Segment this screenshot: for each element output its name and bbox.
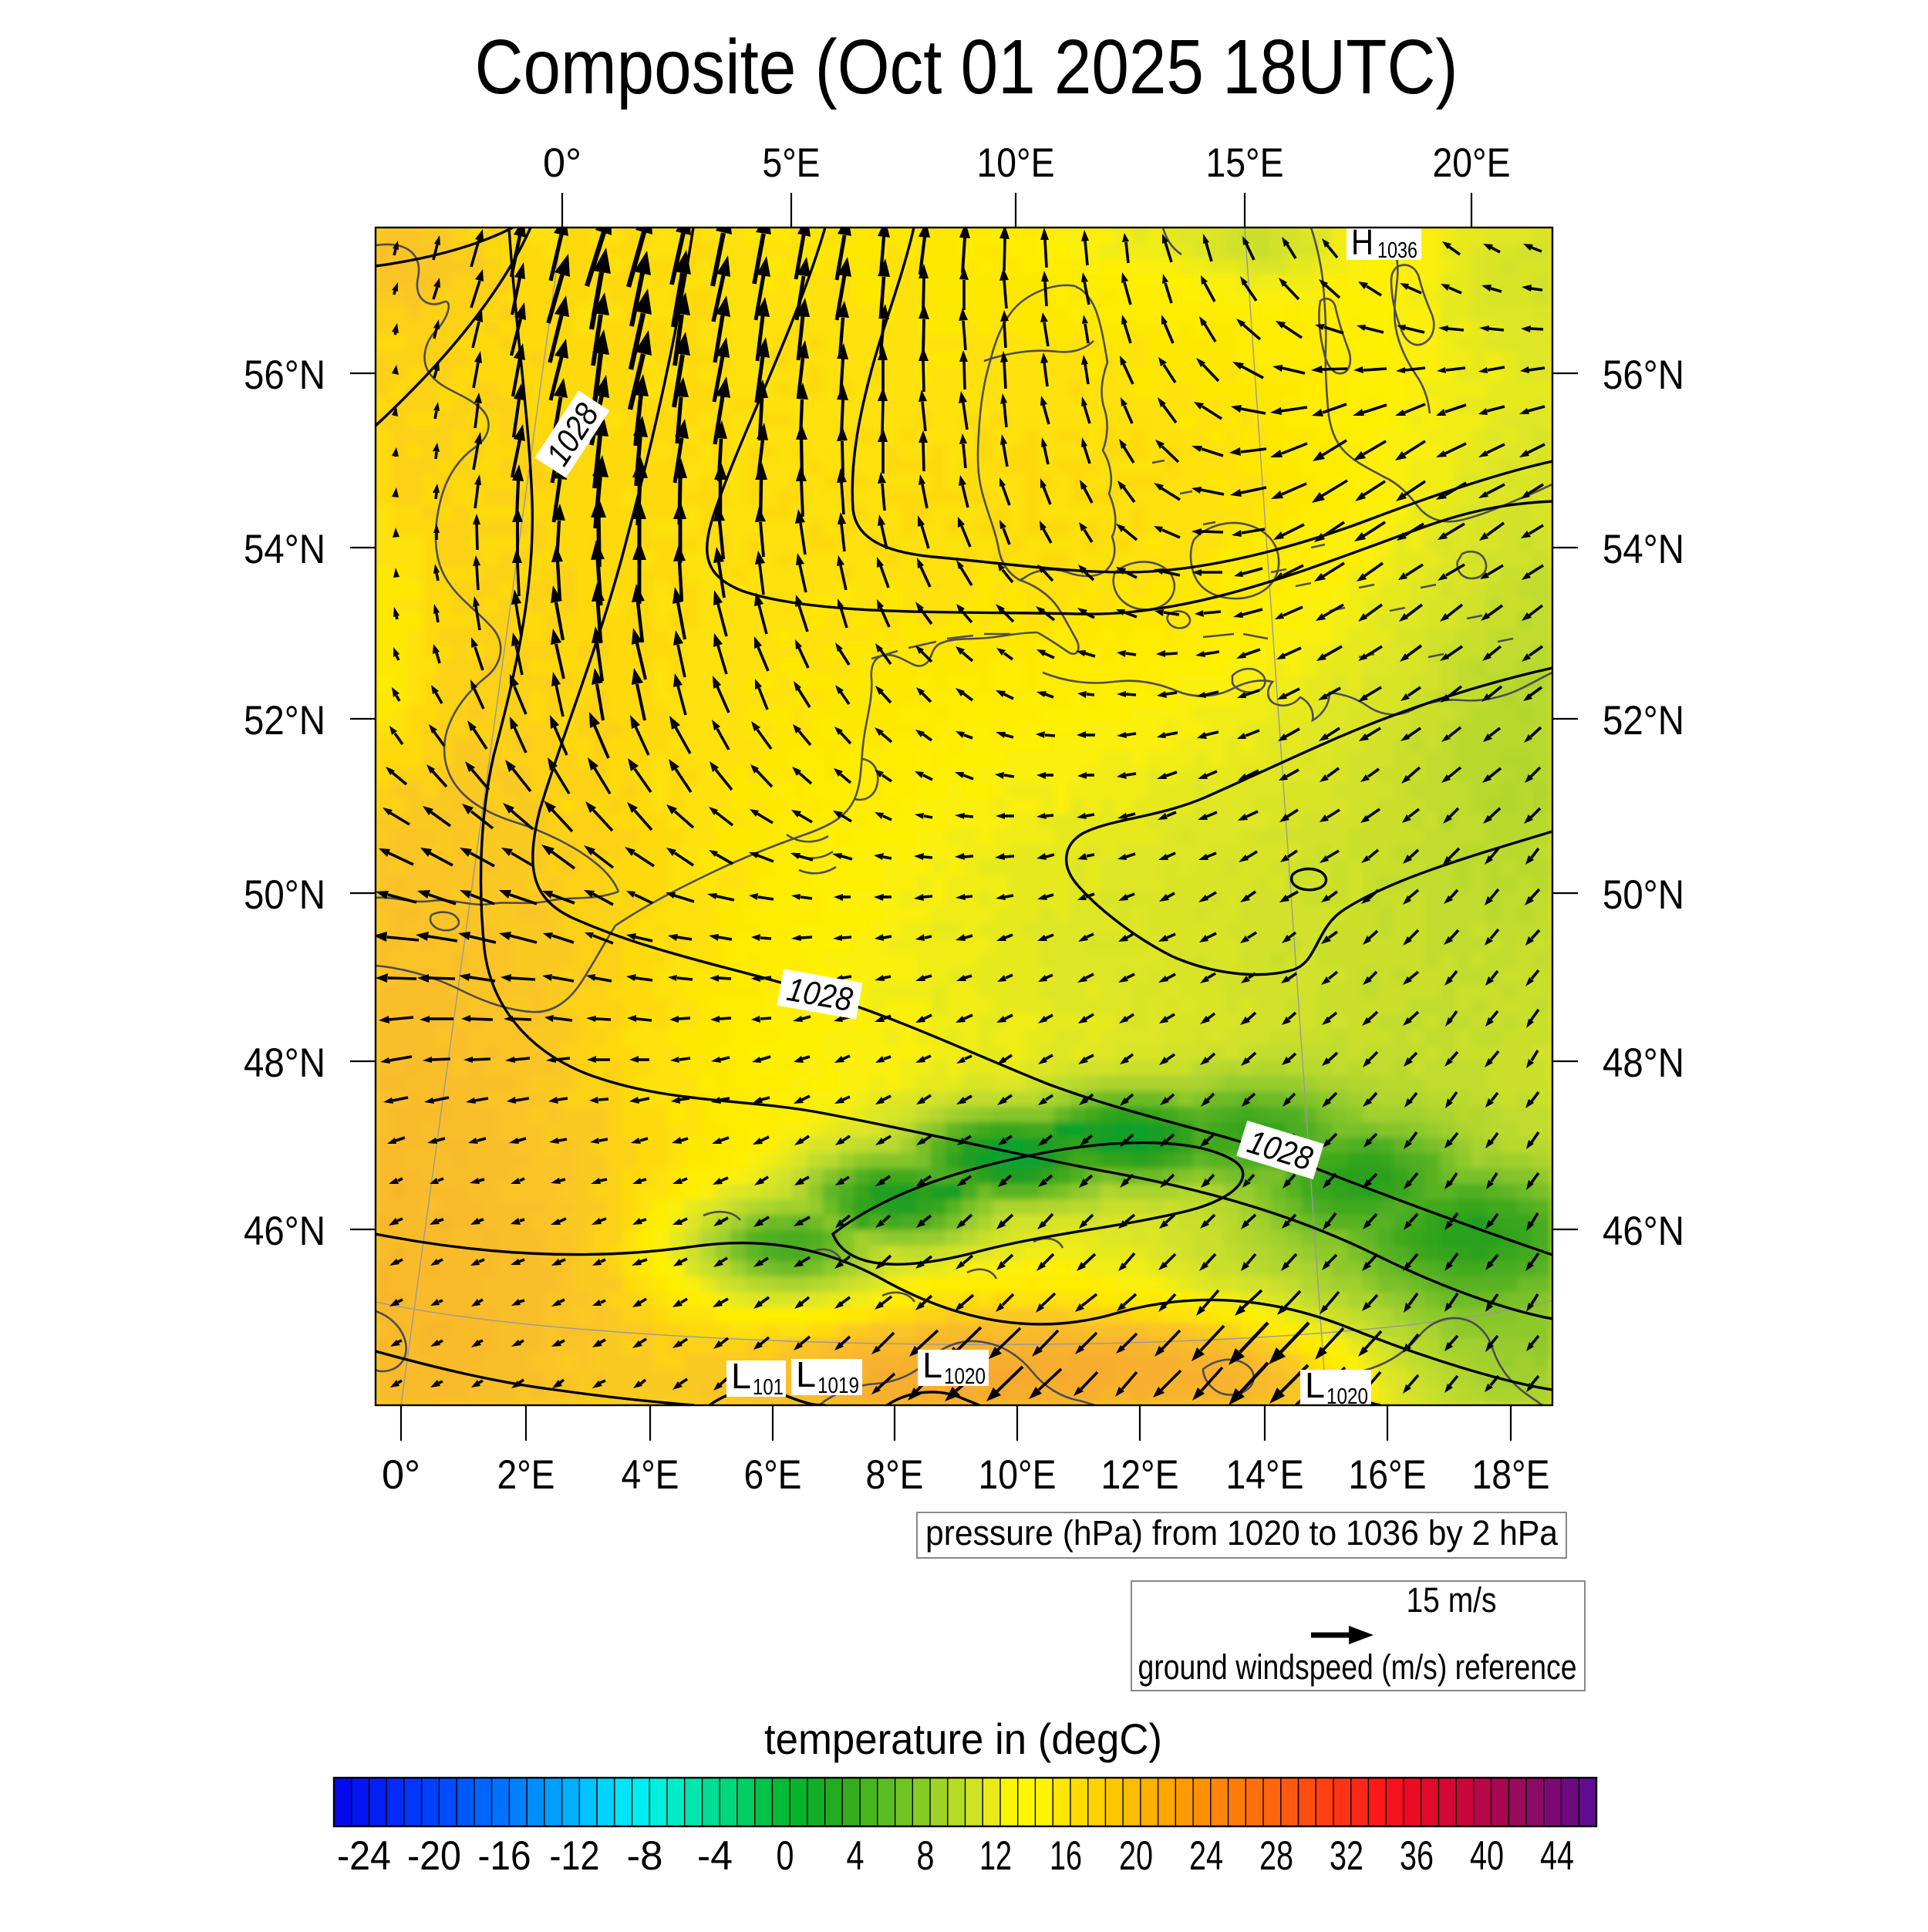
svg-text:16°E: 16°E — [1349, 1452, 1427, 1498]
svg-text:56°N: 56°N — [244, 352, 325, 398]
svg-text:10°E: 10°E — [977, 140, 1055, 186]
svg-text:16: 16 — [1050, 1833, 1082, 1879]
svg-text:-4: -4 — [697, 1833, 733, 1879]
svg-text:50°N: 50°N — [1603, 872, 1684, 918]
svg-text:0°: 0° — [543, 140, 581, 186]
svg-text:32: 32 — [1330, 1833, 1363, 1879]
svg-text:1019: 1019 — [817, 1374, 859, 1398]
svg-text:54°N: 54°N — [244, 527, 325, 572]
svg-text:L: L — [922, 1345, 942, 1385]
svg-text:48°N: 48°N — [1603, 1040, 1684, 1086]
svg-text:-16: -16 — [478, 1833, 531, 1879]
svg-text:-8: -8 — [627, 1833, 663, 1879]
svg-text:44: 44 — [1540, 1833, 1574, 1879]
svg-text:0: 0 — [777, 1833, 794, 1879]
svg-text:14°E: 14°E — [1226, 1452, 1304, 1498]
svg-text:L: L — [731, 1356, 751, 1396]
svg-text:101: 101 — [753, 1375, 784, 1400]
svg-text:5°E: 5°E — [763, 140, 821, 186]
svg-text:54°N: 54°N — [1603, 527, 1684, 572]
svg-text:56°N: 56°N — [1603, 352, 1684, 398]
svg-text:46°N: 46°N — [1603, 1209, 1684, 1254]
svg-text:15 m/s: 15 m/s — [1407, 1580, 1497, 1620]
svg-text:28: 28 — [1259, 1833, 1293, 1879]
svg-text:15°E: 15°E — [1206, 140, 1284, 186]
svg-text:8°E: 8°E — [866, 1452, 924, 1498]
svg-text:-12: -12 — [550, 1833, 600, 1879]
svg-text:4°E: 4°E — [622, 1452, 679, 1498]
svg-text:1020: 1020 — [944, 1364, 986, 1389]
svg-text:12°E: 12°E — [1101, 1452, 1179, 1498]
svg-text:L: L — [796, 1354, 816, 1394]
svg-text:ground windspeed (m/s) referen: ground windspeed (m/s) reference — [1138, 1647, 1577, 1687]
svg-text:-20: -20 — [407, 1833, 461, 1879]
svg-text:52°N: 52°N — [1603, 698, 1684, 743]
svg-text:0°: 0° — [382, 1452, 420, 1498]
svg-text:8: 8 — [917, 1833, 935, 1879]
svg-text:12: 12 — [979, 1833, 1012, 1879]
svg-text:1020: 1020 — [1326, 1384, 1368, 1409]
svg-text:46°N: 46°N — [244, 1209, 325, 1254]
svg-text:2°E: 2°E — [497, 1452, 555, 1498]
svg-text:52°N: 52°N — [244, 698, 325, 743]
svg-text:L: L — [1305, 1365, 1325, 1405]
svg-text:18°E: 18°E — [1472, 1452, 1550, 1498]
svg-text:H: H — [1351, 222, 1374, 262]
svg-text:10°E: 10°E — [979, 1452, 1057, 1498]
svg-text:4: 4 — [847, 1833, 865, 1879]
svg-text:50°N: 50°N — [244, 872, 325, 918]
svg-text:1036: 1036 — [1377, 238, 1417, 263]
svg-text:40: 40 — [1470, 1833, 1504, 1879]
svg-text:24: 24 — [1189, 1833, 1223, 1879]
svg-text:pressure (hPa) from 1020 to 10: pressure (hPa) from 1020 to 1036 by 2 hP… — [925, 1513, 1559, 1553]
svg-text:48°N: 48°N — [244, 1040, 325, 1086]
svg-text:6°E: 6°E — [744, 1452, 802, 1498]
svg-text:36: 36 — [1400, 1833, 1434, 1879]
svg-text:Composite (Oct 01 2025 18UTC): Composite (Oct 01 2025 18UTC) — [475, 24, 1458, 110]
svg-text:20°E: 20°E — [1433, 140, 1511, 186]
svg-text:temperature in (degC): temperature in (degC) — [764, 1715, 1162, 1763]
svg-text:20: 20 — [1119, 1833, 1153, 1879]
svg-text:-24: -24 — [337, 1833, 391, 1879]
